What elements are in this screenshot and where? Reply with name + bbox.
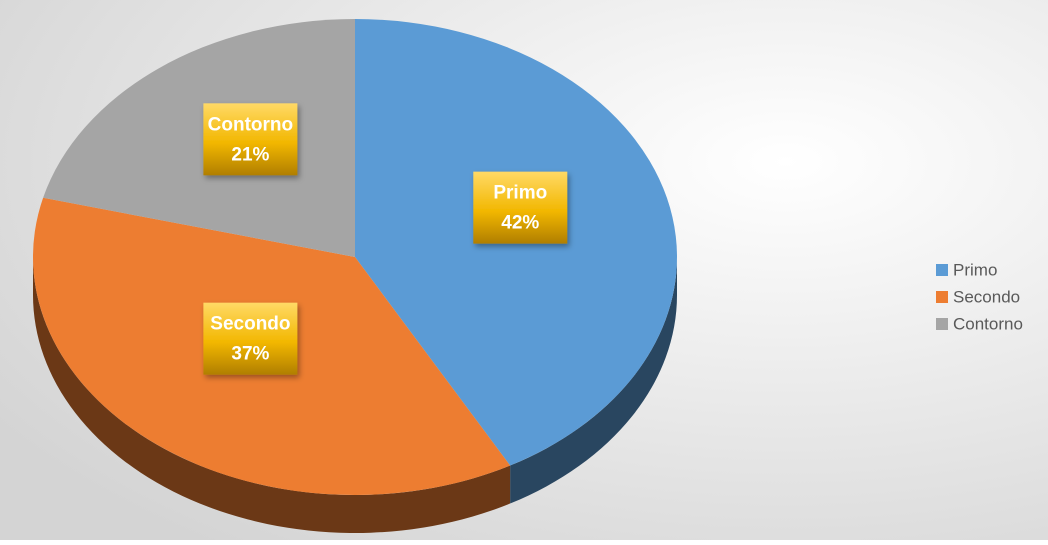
data-label-box	[203, 302, 298, 375]
data-label-value: 42%	[501, 213, 539, 234]
data-label-value: 21%	[231, 144, 269, 165]
legend-label: Primo	[953, 260, 997, 279]
data-label-name: Contorno	[208, 114, 293, 135]
legend-label: Secondo	[953, 287, 1020, 306]
slice-side	[510, 257, 677, 504]
legend-swatch	[936, 291, 948, 303]
legend-swatch	[936, 264, 948, 276]
data-label-box	[473, 171, 568, 244]
data-labels: Primo 42% Secondo 37% Contorno 21%	[203, 103, 568, 375]
legend: Primo Secondo Contorno	[936, 260, 1023, 333]
pie	[32, 19, 678, 534]
slice	[43, 19, 356, 257]
data-label-value: 37%	[231, 344, 269, 365]
slice-side	[33, 257, 511, 534]
data-label-name: Secondo	[210, 314, 290, 335]
legend-swatch	[936, 318, 948, 330]
data-label-name: Primo	[493, 183, 547, 204]
legend-label: Contorno	[953, 314, 1023, 333]
data-label-box	[203, 103, 298, 176]
